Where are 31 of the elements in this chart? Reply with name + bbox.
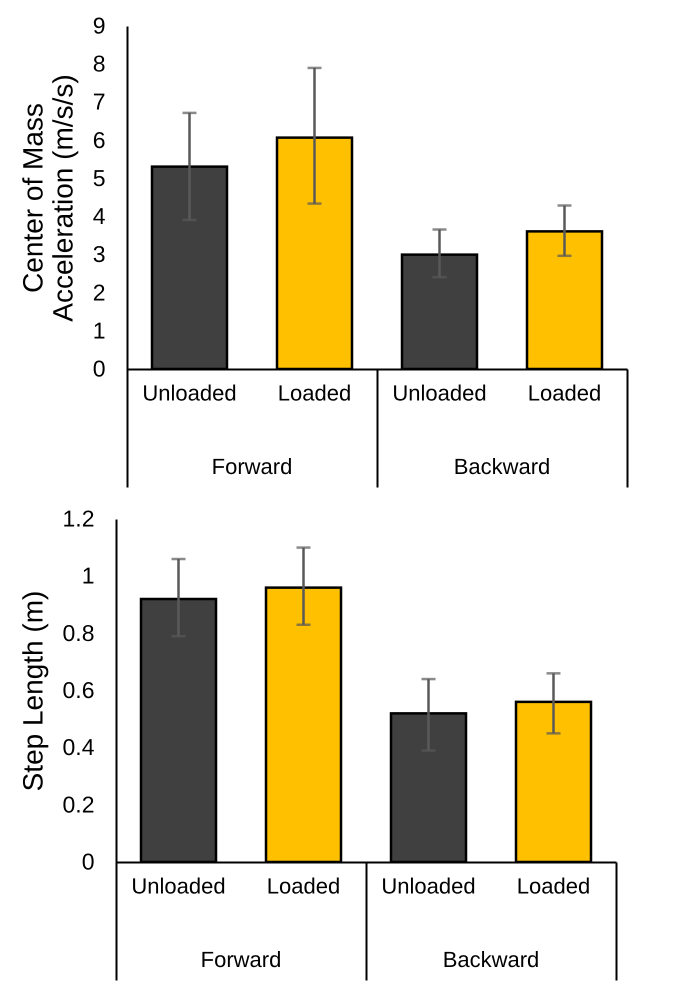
y-tick-label: 1 [92, 317, 106, 344]
y-tick-label: 9 [92, 12, 106, 38]
y-tick-label: 0.6 [62, 677, 94, 703]
x-tick-label: Unloaded [131, 874, 226, 898]
x-tick-label: Unloaded [381, 874, 476, 898]
x-tick-label: Loaded [278, 380, 352, 406]
y-tick-label: 6 [92, 126, 106, 153]
y-tick-label: 1 [82, 562, 94, 589]
y-tick-label: 0.4 [62, 734, 95, 760]
text: Backward [442, 947, 540, 972]
x-tick-label: Loaded [266, 874, 340, 898]
y-tick-label: 5 [92, 164, 106, 191]
x-tick-label: Loaded [528, 380, 602, 406]
y-tick-label: 0 [92, 356, 106, 382]
x-tick-label: Unloaded [392, 380, 487, 406]
y-tick-label: 0.8 [62, 620, 94, 646]
y-tick-label: 3 [92, 241, 106, 268]
y-tick-label: 8 [92, 50, 106, 77]
y-tick-label: 0 [82, 848, 94, 874]
text: Forward [200, 947, 282, 972]
x-tick-label: Unloaded [142, 380, 237, 406]
x-tick-label: Loaded [516, 874, 590, 898]
y-axis-title: Center of Mass Acceleration (m/s/s) [18, 74, 79, 322]
y-tick-label: 1.2 [62, 506, 94, 532]
y-tick-label: 7 [92, 88, 106, 115]
y-tick-label: 0.2 [62, 791, 94, 818]
text: Forward [212, 454, 292, 479]
y-axis-title: Step Length (m) [18, 590, 49, 792]
text: Backward [454, 454, 550, 479]
y-tick-label: 2 [92, 279, 106, 306]
y-tick-label: 4 [92, 203, 106, 230]
